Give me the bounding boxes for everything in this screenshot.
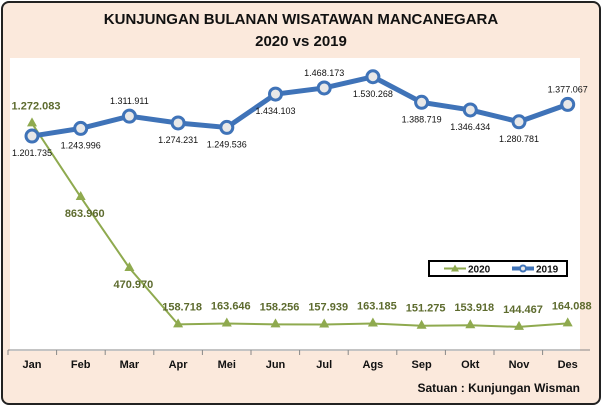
data-label-2020: 153.918 <box>454 302 494 314</box>
point-2020 <box>416 319 427 329</box>
x-tick-label: Feb <box>71 359 91 371</box>
x-tick-label: Sep <box>412 359 432 371</box>
data-label-2019: 1.274.231 <box>158 135 198 145</box>
x-tick-label: Mei <box>218 359 236 371</box>
point-2020 <box>514 320 524 330</box>
x-tick-label: Des <box>558 359 578 371</box>
data-label-2019: 1.201.735 <box>12 148 52 158</box>
point-2020 <box>75 191 86 201</box>
point-2020 <box>221 317 232 327</box>
point-2019 <box>219 119 235 135</box>
x-tick-label: Jan <box>23 359 42 371</box>
point-2020 <box>270 318 281 328</box>
point-2019 <box>365 69 381 85</box>
x-tick-label: Apr <box>169 359 189 371</box>
point-2020 <box>465 319 476 329</box>
legend <box>428 260 568 277</box>
data-label-2019: 1.311.911 <box>110 96 149 106</box>
point-2020 <box>124 261 135 271</box>
point-2020 <box>319 318 330 328</box>
data-label-2020: 158.718 <box>162 301 202 313</box>
data-label-2020: 1.272.083 <box>12 100 61 112</box>
point-2019 <box>462 102 478 118</box>
data-label-2020: 163.646 <box>211 300 251 312</box>
data-label-2020: 157.939 <box>308 301 348 313</box>
data-label-2020: 163.185 <box>357 301 397 313</box>
legend-label-2019: 2019 <box>536 265 559 276</box>
chart-subtitle: 2020 vs 2019 <box>255 33 347 50</box>
point-2019 <box>268 86 283 102</box>
x-tick-label: Ags <box>363 359 384 371</box>
point-2020 <box>562 317 573 327</box>
legend-marker-2020 <box>451 264 459 272</box>
point-2019 <box>121 108 137 124</box>
data-label-2020: 470.970 <box>114 279 154 291</box>
legend-marker-2019 <box>519 264 527 273</box>
point-2019 <box>73 120 89 136</box>
data-label-2019: 1.243.996 <box>61 140 101 150</box>
point-2019 <box>170 115 186 131</box>
data-label-2020: 164.088 <box>552 300 592 312</box>
point-2020 <box>173 318 184 328</box>
chart-title: KUNJUNGAN BULANAN WISATAWAN MANCANEGARA <box>103 11 499 28</box>
data-label-2019: 1.346.434 <box>450 122 490 132</box>
series-line-2019 <box>31 74 569 139</box>
series-line-2020 <box>31 122 568 328</box>
legend-label-2020: 2020 <box>468 265 491 276</box>
point-2019 <box>24 128 40 144</box>
point-2019 <box>560 96 576 112</box>
x-tick-label: Nov <box>509 359 531 371</box>
point-2020 <box>27 117 37 127</box>
data-label-2019: 1.249.536 <box>207 139 247 149</box>
data-label-2019: 1.280.781 <box>499 134 539 144</box>
data-label-2020: 151.275 <box>406 303 446 315</box>
unit-note: Satuan : Kunjungan Wisman <box>417 381 580 395</box>
data-label-2020: 863.960 <box>65 208 105 220</box>
point-2020 <box>367 317 378 327</box>
x-tick-label: Mar <box>120 359 140 371</box>
data-label-2019: 1.468.173 <box>304 68 344 78</box>
x-tick-label: Jul <box>316 359 332 371</box>
data-label-2020: 158.256 <box>260 301 300 313</box>
data-label-2019: 1.377.067 <box>548 84 588 94</box>
x-tick-label: Okt <box>461 359 480 371</box>
point-2019 <box>414 94 430 110</box>
point-2019 <box>511 114 527 130</box>
plot-area <box>10 58 580 351</box>
data-label-2019: 1.530.268 <box>353 89 393 99</box>
data-label-2019: 1.434.103 <box>255 106 295 116</box>
x-tick-label: Jun <box>266 359 286 371</box>
data-label-2019: 1.388.719 <box>402 114 442 124</box>
point-2019 <box>316 80 332 96</box>
data-label-2020: 144.467 <box>503 304 543 316</box>
